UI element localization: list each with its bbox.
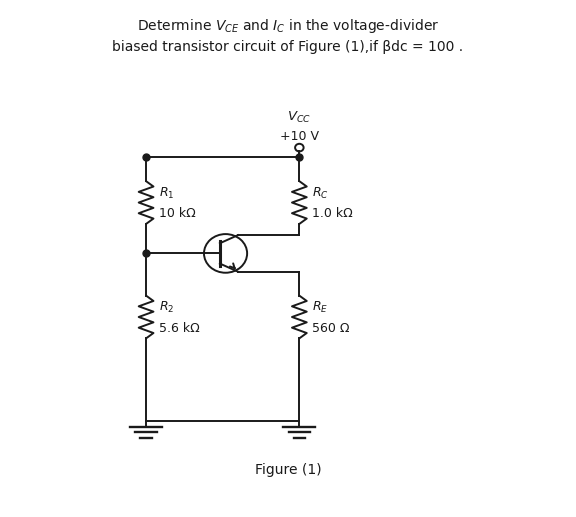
Text: 10 kΩ: 10 kΩ	[158, 207, 195, 220]
Text: Figure (1): Figure (1)	[255, 463, 321, 477]
Text: biased transistor circuit of Figure (1),if βdc = 100 .: biased transistor circuit of Figure (1),…	[112, 40, 464, 54]
Text: +10 V: +10 V	[280, 130, 319, 143]
Text: $R_C$: $R_C$	[312, 186, 328, 201]
Text: $V_{CC}$: $V_{CC}$	[287, 110, 312, 125]
Text: 1.0 kΩ: 1.0 kΩ	[312, 207, 353, 220]
Text: Determine $V_{CE}$ and $I_C$ in the voltage-divider: Determine $V_{CE}$ and $I_C$ in the volt…	[137, 17, 439, 35]
Text: 5.6 kΩ: 5.6 kΩ	[158, 322, 199, 334]
Text: $R_1$: $R_1$	[158, 186, 174, 201]
Text: $R_E$: $R_E$	[312, 300, 328, 315]
Text: $R_2$: $R_2$	[158, 300, 174, 315]
Text: 560 Ω: 560 Ω	[312, 322, 349, 334]
